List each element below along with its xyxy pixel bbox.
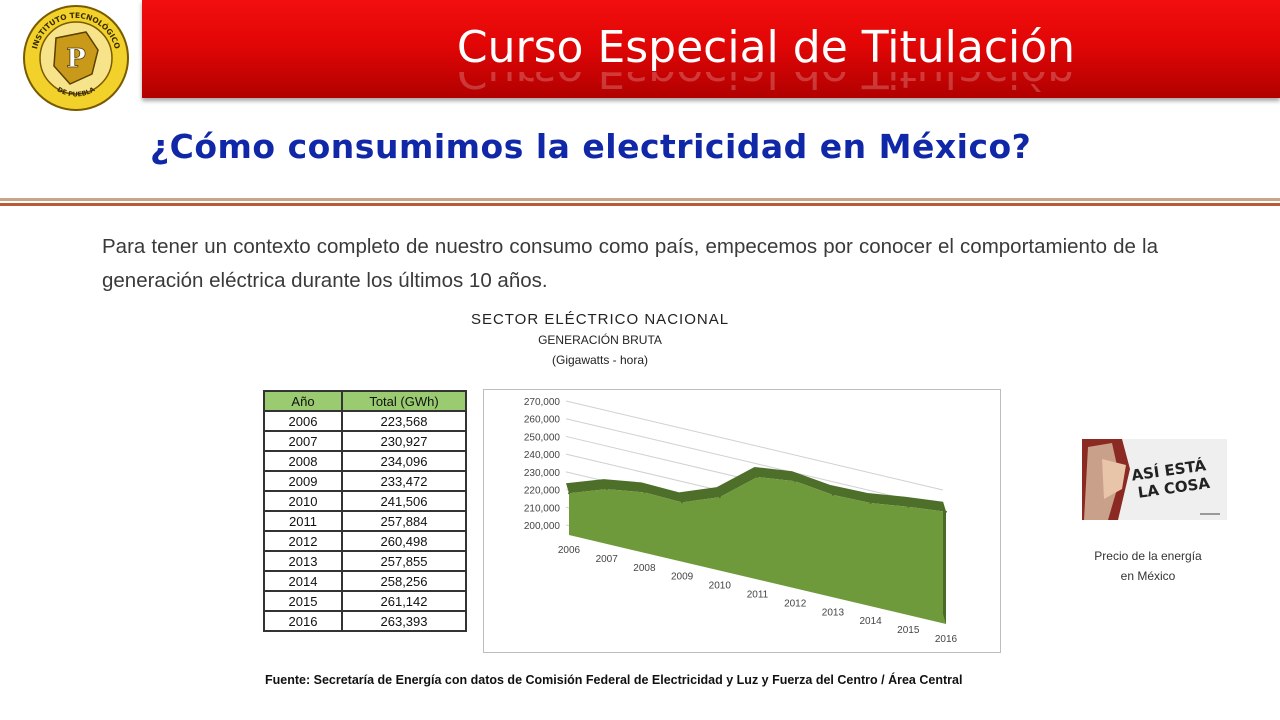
- data-point: [831, 493, 834, 496]
- data-point: [794, 480, 797, 483]
- grid-line: [565, 418, 944, 509]
- table-cell-year: 2011: [263, 510, 343, 532]
- svg-text:P: P: [66, 44, 86, 74]
- table-cell-total: 223,568: [341, 410, 467, 432]
- table-header-year: Año: [263, 390, 343, 412]
- x-tick-label: 2011: [747, 590, 769, 601]
- video-caption-line1: Precio de la energía: [1094, 549, 1202, 563]
- table-cell-year: 2012: [263, 530, 343, 552]
- table-cell-total: 260,498: [341, 530, 467, 552]
- table-row: 2013 257,855: [263, 550, 467, 572]
- x-tick-label: 2012: [784, 598, 807, 609]
- table-cell-total: 258,256: [341, 570, 467, 592]
- table-cell-total: 241,506: [341, 490, 467, 512]
- x-tick-label: 2016: [935, 634, 958, 645]
- x-tick-label: 2015: [897, 625, 920, 636]
- table-cell-total: 233,472: [341, 470, 467, 492]
- data-point: [568, 492, 570, 495]
- svg-text:DE PUEBLA: DE PUEBLA: [56, 85, 97, 98]
- x-tick-label: 2006: [558, 545, 581, 556]
- table-cell-year: 2014: [263, 570, 343, 592]
- institute-logo: P INSTITUTO TECNOLÓGICO DE PUEBLA: [20, 4, 132, 112]
- x-tick-label: 2007: [596, 554, 619, 565]
- generation-chart: 200,000 210,000 220,000 230,000 240,000 250,0…: [483, 389, 1001, 653]
- y-tick-label: 220,000: [524, 486, 561, 497]
- table-cell-year: 2006: [263, 410, 343, 432]
- area-side-face: [943, 501, 946, 624]
- video-caption-line2: en México: [1120, 569, 1176, 583]
- title-banner: Curso Especial de Titulación Curso Espec…: [142, 0, 1280, 98]
- y-tick-label: 210,000: [524, 503, 561, 514]
- table-cell-year: 2016: [263, 610, 343, 632]
- y-tick-label: 260,000: [524, 415, 561, 426]
- table-cell-total: 257,884: [341, 510, 467, 532]
- x-tick-label: 2014: [859, 616, 882, 627]
- data-point: [907, 505, 910, 508]
- divider-line-accent: [0, 203, 1280, 206]
- data-point: [756, 475, 759, 478]
- table-cell-year: 2007: [263, 430, 343, 452]
- area-front-face: [569, 476, 946, 624]
- video-caption: Precio de la energía en México: [1080, 546, 1216, 586]
- course-title: Curso Especial de Titulación: [456, 22, 1076, 73]
- source-note: Fuente: Secretaría de Energía con datos …: [265, 673, 963, 687]
- table-row: 2008 234,096: [263, 450, 467, 472]
- table-row: 2010 241,506: [263, 490, 467, 512]
- x-tick-label: 2009: [671, 572, 694, 583]
- figure-unit: (Gigawatts - hora): [551, 353, 649, 367]
- divider-line: [0, 198, 1280, 201]
- grid-line: [565, 400, 944, 491]
- y-tick-label: 250,000: [524, 432, 561, 443]
- y-tick-label: 270,000: [524, 397, 561, 408]
- table-cell-year: 2015: [263, 590, 343, 612]
- table-row: 2006 223,568: [263, 410, 467, 432]
- table-row: 2015 261,142: [263, 590, 467, 612]
- table-row: 2016 263,393: [263, 610, 467, 632]
- slide-subtitle: ¿Cómo consumimos la electricidad en Méxi…: [150, 127, 1032, 166]
- data-point: [869, 502, 872, 505]
- y-tick-label: 240,000: [524, 450, 561, 461]
- table-cell-total: 261,142: [341, 590, 467, 612]
- video-thumbnail[interactable]: ASÍ ESTÁ LA COSA: [1082, 439, 1227, 520]
- area-chart-3d: 200,000 210,000 220,000 230,000 240,000 250,0…: [524, 397, 958, 645]
- table-row: 2011 257,884: [263, 510, 467, 532]
- data-point: [605, 488, 608, 491]
- logo-text-bottom: DE PUEBLA: [56, 85, 97, 98]
- table-row: 2007 230,927: [263, 430, 467, 452]
- table-cell-total: 257,855: [341, 550, 467, 572]
- intro-paragraph: Para tener un contexto completo de nuest…: [102, 235, 1158, 292]
- figure-subtitle: GENERACIÓN BRUTA: [538, 333, 662, 347]
- table-cell-year: 2010: [263, 490, 343, 512]
- title-reflection: Curso Especial de Titulación: [142, 72, 1280, 98]
- generation-table: Año Total (GWh) 2006 223,568 2007 230,927 20…: [263, 390, 467, 632]
- x-tick-label: 2010: [709, 581, 732, 592]
- y-tick-label: 200,000: [524, 521, 561, 532]
- table-cell-year: 2008: [263, 450, 343, 472]
- table-row: 2009 233,472: [263, 470, 467, 492]
- table-cell-year: 2009: [263, 470, 343, 492]
- table-header-total: Total (GWh): [341, 390, 467, 412]
- table-cell-total: 230,927: [341, 430, 467, 452]
- data-point: [945, 510, 947, 513]
- figure-title: SECTOR ELÉCTRICO NACIONAL: [470, 311, 730, 328]
- data-point: [718, 496, 721, 499]
- table-row: 2014 258,256: [263, 570, 467, 592]
- table-row: 2012 260,498: [263, 530, 467, 552]
- data-point: [643, 491, 646, 494]
- area-top-surface: [566, 466, 946, 512]
- table-cell-total: 234,096: [341, 450, 467, 472]
- y-tick-label: 230,000: [524, 468, 561, 479]
- table-cell-total: 263,393: [341, 610, 467, 632]
- x-tick-label: 2013: [822, 607, 845, 618]
- data-point: [681, 501, 684, 504]
- table-cell-year: 2013: [263, 550, 343, 572]
- x-tick-label: 2008: [633, 563, 656, 574]
